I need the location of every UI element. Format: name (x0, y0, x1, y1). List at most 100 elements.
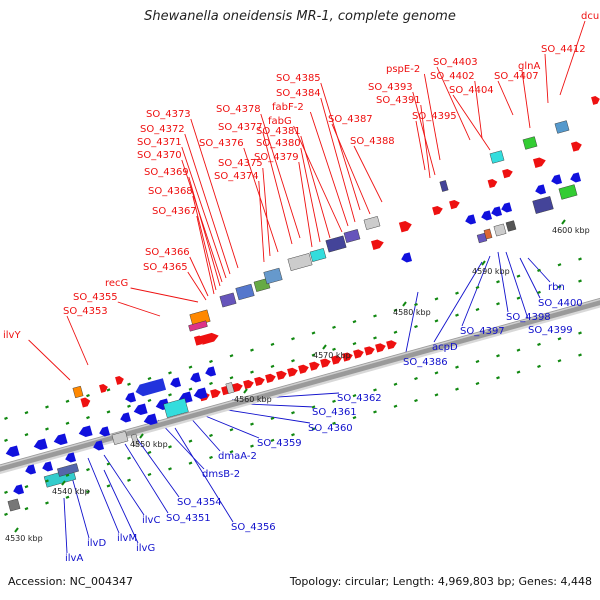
tick-mark (414, 398, 418, 403)
forward-gene-arrow-shape (265, 373, 276, 383)
forward-gene-arrow (353, 349, 364, 359)
reverse-leader-line (197, 412, 260, 439)
gene-feature-shape (193, 335, 205, 346)
gene-feature-shape (489, 150, 505, 164)
tick-mark (65, 473, 70, 477)
tick-mark (147, 376, 152, 381)
forward-gene-label: SO_4371 (137, 137, 182, 148)
gene-feature-shape (398, 221, 412, 233)
backbone-highlight (0, 298, 600, 467)
tick-mark (537, 364, 541, 369)
reverse-gene-arrow-shape (93, 440, 105, 451)
gene-feature-shape (57, 463, 79, 477)
tick-mark (537, 342, 541, 347)
reverse-gene-arrow (551, 174, 563, 185)
reverse-gene-arrow-shape (401, 252, 413, 263)
reverse-gene-arrow-shape (501, 202, 513, 213)
tick-mark (24, 485, 29, 489)
reverse-gene-arrow (491, 206, 503, 217)
reverse-gene-label: ilvA (65, 553, 83, 564)
reverse-gene-arrow (99, 426, 111, 437)
reverse-gene-arrow (501, 202, 513, 213)
forward-gene-label: SO_4385 (276, 73, 321, 84)
forward-gene-arrow-shape (276, 370, 287, 380)
forward-leader-line (544, 53, 549, 104)
tick-mark (188, 387, 193, 391)
tick-mark (393, 330, 398, 334)
scale-tick (139, 433, 144, 439)
tick-mark (106, 388, 111, 392)
tick-mark (434, 319, 439, 323)
forward-gene-label: SO_4378 (216, 104, 261, 115)
gene-feature-shape (200, 332, 219, 345)
forward-gene-arrow (331, 355, 342, 365)
forward-leader-line (189, 256, 209, 297)
reverse-gene-arrow-shape (133, 403, 148, 415)
tick-mark (45, 405, 49, 409)
scale-label: 4530 kbp (5, 534, 43, 543)
gene-feature (398, 221, 412, 233)
forward-leader-line (188, 176, 221, 287)
reverse-leader-line (433, 261, 483, 343)
forward-leader-line (300, 135, 331, 239)
tick-mark (578, 331, 582, 335)
gene-feature (263, 267, 283, 285)
forward-leader-line (320, 82, 361, 211)
gene-feature (533, 157, 546, 168)
tick-mark (229, 354, 234, 358)
tick-mark (209, 455, 213, 460)
forward-gene-arrow (287, 367, 298, 377)
reverse-leader-line (187, 414, 221, 452)
scale-tick (61, 480, 66, 486)
gene-feature (489, 150, 505, 164)
reverse-leader-line (134, 435, 180, 498)
tick-mark (270, 416, 275, 421)
topology-text: Topology: circular; Length: 4,969,803 bp… (289, 575, 592, 588)
tick-mark (209, 359, 213, 364)
tick-mark (270, 438, 275, 443)
tick-mark (147, 398, 152, 403)
forward-gene-arrow-shape (342, 352, 353, 362)
reverse-gene-arrow (205, 366, 217, 377)
tick-mark (434, 393, 439, 397)
reverse-gene-label: SO_4356 (231, 522, 276, 533)
gene-feature-shape (505, 220, 517, 232)
tick-mark (24, 411, 29, 415)
gene-feature (200, 332, 219, 345)
forward-leader-line (28, 339, 71, 381)
forward-leader-line (452, 94, 491, 151)
tick-mark (332, 325, 336, 329)
gene-feature-shape (591, 96, 600, 105)
forward-gene-arrow (265, 373, 276, 383)
forward-gene-label: SO_4381 (256, 126, 301, 137)
tick-mark (578, 257, 582, 261)
tick-mark (270, 342, 275, 347)
forward-gene-arrow (386, 340, 397, 350)
forward-gene-arrow (298, 364, 309, 374)
gene-feature (343, 229, 361, 243)
tick-mark (475, 285, 480, 290)
tick-mark (455, 365, 459, 369)
tick-mark (24, 433, 29, 437)
forward-gene-label: SO_4367 (152, 206, 197, 217)
forward-gene-label: SO_4376 (199, 138, 244, 149)
reverse-gene-label: ilvC (142, 515, 160, 526)
gene-feature (80, 397, 91, 408)
gene-feature-shape (343, 229, 361, 243)
forward-gene-label: pspE-2 (386, 64, 420, 75)
gene-feature-shape (163, 398, 189, 418)
gene-feature (502, 169, 513, 179)
gene-feature (115, 376, 124, 385)
tick-mark (352, 416, 357, 420)
tick-mark (557, 285, 562, 289)
tick-mark (188, 439, 193, 443)
forward-gene-label: SO_4353 (63, 306, 108, 317)
gene-feature-shape (522, 136, 538, 150)
forward-gene-label: SO_4370 (137, 150, 182, 161)
forward-leader-line (420, 104, 431, 179)
tick-mark (373, 336, 377, 340)
gene-feature-shape (309, 248, 327, 262)
tick-mark (311, 353, 316, 357)
tick-mark (168, 445, 172, 449)
map-title: Shewanella oneidensis MR-1, complete gen… (144, 9, 456, 24)
